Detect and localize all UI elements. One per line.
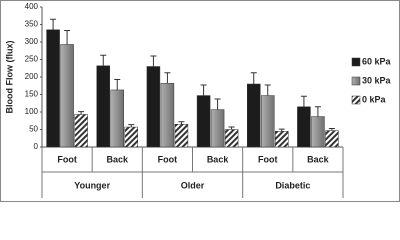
bar xyxy=(124,126,138,148)
bar xyxy=(311,116,325,148)
legend-label: 0 kPa xyxy=(362,94,387,104)
error-bar xyxy=(314,106,321,117)
error-bar xyxy=(278,128,285,132)
error-bar xyxy=(264,84,271,96)
bar xyxy=(261,95,275,148)
x-tick-label: Foot xyxy=(57,154,77,164)
error-bar xyxy=(150,55,157,67)
legend-label: 60 kPa xyxy=(362,56,392,66)
x-tick-label: Back xyxy=(106,154,129,164)
bar xyxy=(96,65,110,148)
bar xyxy=(46,29,60,148)
y-tick-label: 350 xyxy=(25,20,39,29)
y-tick-label: 50 xyxy=(29,125,38,134)
bar xyxy=(74,114,88,148)
error-bar xyxy=(178,121,185,125)
bar xyxy=(60,44,74,148)
bar xyxy=(146,66,161,148)
y-tick-label: 0 xyxy=(34,142,39,151)
error-bar xyxy=(328,127,335,131)
legend-swatch xyxy=(351,95,361,105)
error-bar xyxy=(200,84,207,96)
error-bar xyxy=(128,124,135,128)
group-label: Diabetic xyxy=(275,180,310,190)
x-tick-label: Back xyxy=(207,154,230,164)
bar xyxy=(110,89,124,148)
bar xyxy=(297,106,311,148)
error-bar xyxy=(164,72,171,84)
error-bar xyxy=(300,95,307,107)
error-bar xyxy=(250,72,257,84)
legend-swatch xyxy=(351,57,361,67)
x-tick-label: Back xyxy=(307,154,330,164)
bar xyxy=(210,109,225,148)
bar xyxy=(247,83,261,148)
bar xyxy=(196,95,211,148)
bar xyxy=(275,131,289,148)
x-tick-label: Foot xyxy=(258,154,278,164)
bar xyxy=(174,124,189,148)
y-tick-label: 150 xyxy=(25,90,39,99)
error-bar xyxy=(228,126,235,130)
bar xyxy=(160,83,175,148)
bar xyxy=(325,130,339,148)
error-bar xyxy=(114,78,121,90)
error-bar xyxy=(64,29,71,45)
x-tick-label: Foot xyxy=(158,154,178,164)
y-tick-label: 250 xyxy=(25,55,39,64)
y-tick-label: 300 xyxy=(25,37,39,46)
y-tick-label: 400 xyxy=(25,2,39,11)
bar xyxy=(224,129,239,148)
error-bar xyxy=(50,18,57,30)
legend-label: 30 kPa xyxy=(362,75,392,85)
y-tick-label: 200 xyxy=(25,72,39,81)
y-axis-label: Blood Flow (flux) xyxy=(4,41,14,114)
error-bar xyxy=(78,111,85,115)
error-bar xyxy=(100,54,107,66)
chart: Blood Flow (flux) 0 50 100 150 200 250 300 350 4… xyxy=(0,0,400,202)
group-label: Younger xyxy=(74,180,110,190)
y-tick-label: 100 xyxy=(25,107,39,116)
legend-swatch xyxy=(351,76,361,86)
group-label: Older xyxy=(181,180,205,190)
error-bar xyxy=(214,98,221,110)
